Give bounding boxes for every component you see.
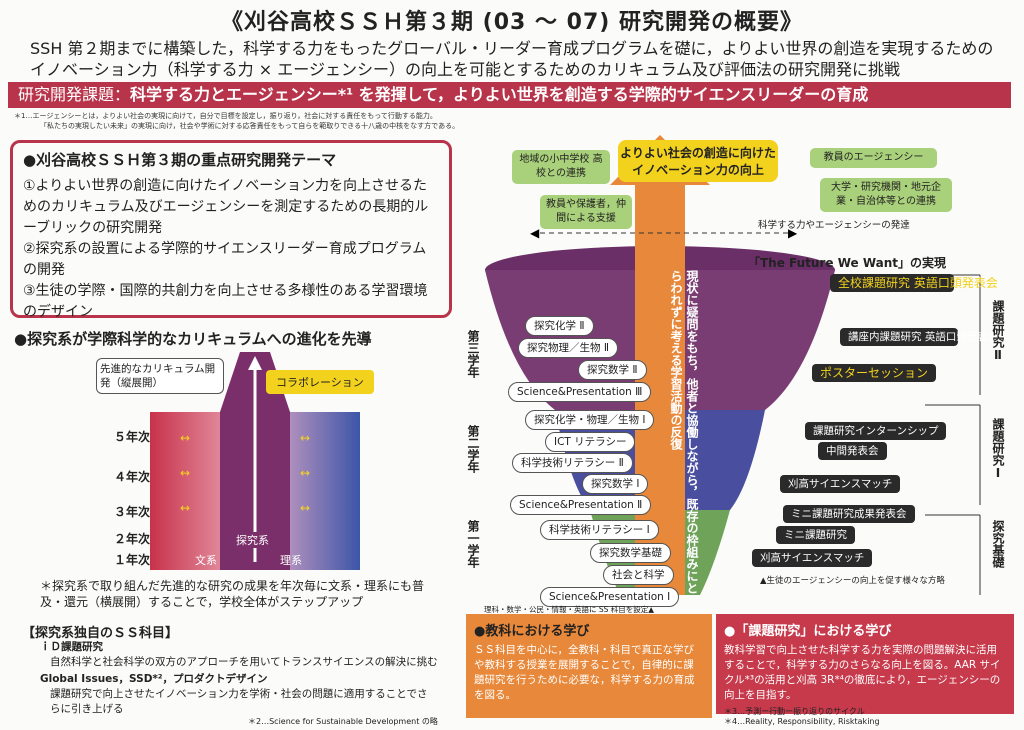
svg-text:↔: ↔ [180, 501, 190, 515]
grade3-label: 第三学年 [466, 330, 480, 378]
grade2-label: 第二学年 [466, 425, 480, 473]
future-label: 「The Future We Want」の実現 [748, 256, 947, 270]
research-footnote-3: ＊3…予測ー行動ー振り返りのサイクル [724, 707, 865, 716]
svg-text:◀: ◀ [530, 226, 540, 240]
subject-pill: 探究化学・物理／生物 Ⅰ [525, 410, 655, 430]
research-learning-box: ●「課題研究」における学び 教科学習で向上させた科学する力を実際の問題解決に活用… [716, 614, 1014, 714]
footnote-1b: 「私たちの実現したい未来」の実現に向け，社会や学術に対する応答責任をもって自らを… [40, 122, 460, 130]
stage-label-2: 課題研究Ⅱ [991, 300, 1005, 362]
research-footnote-4: ＊4…Reality, Responsibility, Risktaking [724, 717, 880, 726]
curriculum-note: ＊探究系で取り組んだ先進的な研究の成果を年次毎に文系・理系にも普及・還元（横展開… [40, 579, 425, 609]
banner-label: 研究開発課題： [18, 85, 131, 104]
label-rikei: 理系 [280, 554, 302, 567]
theme-item-3: ③生徒の学際・国際的共創力を向上させる多様性のある学習環境のデザイン [23, 283, 428, 320]
page-title: 《刈谷高校ＳＳＨ第３期 (03 ～ 07) 研究開発の概要》 [221, 10, 803, 35]
top-arrow-label: よりよい社会の創造に向けたイノベーション力の向上 [618, 140, 778, 182]
theme-item-2: ②探究系の設置による学際的サイエンスリーダー育成プログラムの開発 [23, 241, 427, 278]
theme-heading: ●刈谷高校ＳＳＨ第３期の重点研究開発テーマ [23, 151, 337, 169]
subject-pill: 探究数学 Ⅰ [582, 474, 649, 494]
subject-pill: 探究物理／生物 Ⅱ [518, 338, 619, 358]
subject-pill: 探究数学基礎 [590, 543, 671, 563]
svg-text:↔: ↔ [180, 431, 190, 445]
label-bunkei: 文系 [195, 554, 217, 567]
subjects-learning-heading: ●教科における学び [474, 624, 590, 639]
support-box-schools: 地域の小中学校 高校との連携 [512, 150, 610, 184]
subject-pill: 探究数学 Ⅱ [578, 360, 647, 380]
footnote-1: ＊1…エージェンシーとは，よりよい社会の実現に向けて，自分で目標を設定し，振り返… [14, 112, 437, 120]
caption-right: ▲生徒のエージェンシーの向上を促す様々な方略 [760, 576, 945, 586]
callout-collaboration: コラボレーション [266, 370, 374, 394]
activity-pill: 刈高サイエンスマッチ [752, 549, 873, 567]
support-box-universities: 大学・研究機関・地元企業・自治体等との連携 [820, 178, 952, 212]
svg-text:↔: ↔ [180, 466, 190, 480]
development-label: 科学する力やエージェンシーの発達 [758, 220, 910, 231]
subject-2-desc: 課題研究で向上させたイノベーション力を学術・社会の問題に適用することでさらに引き… [50, 688, 428, 715]
funnel-diagram: ◀ ▶ [485, 135, 981, 595]
subject-pill: 科学技術リテラシー Ⅱ [512, 453, 633, 473]
curriculum-diagram: ↔ ↔ ↔ ↔ ↔ ↔ [150, 352, 360, 570]
subject-2-name: Global Issues，SSD*²，プロダクトデザイン [40, 673, 268, 685]
subjects-learning-text: ＳＳ科目を中心に，全教科・科目で真正な学びや教科する授業を展開することで，自律的… [474, 644, 695, 701]
support-box-teachers: 教員や保護者，仲間による支援 [540, 195, 632, 229]
activity-pill: ミニ課題研究成果発表会 [783, 505, 915, 523]
subject-pill: Science&Presentation Ⅱ [510, 495, 652, 515]
activity-pill: ミニ課題研究 [776, 526, 855, 544]
theme-box: ●刈谷高校ＳＳＨ第３期の重点研究開発テーマ ①よりよい世界の創造に向けたイノベー… [10, 140, 452, 320]
callout-vertical: 先進的なカリキュラム開発（縦展開） [96, 358, 224, 394]
research-learning-heading: ●「課題研究」における学び [724, 624, 892, 639]
subject-pill: 科学技術リテラシー Ⅰ [540, 520, 659, 540]
subject-pill: ICT リテラシー [545, 432, 636, 452]
subject-pill: Science&Presentation Ⅲ [508, 382, 652, 402]
year-4: ４年次 [113, 470, 150, 484]
banner-text: 科学する力とエージェンシー*¹ を発揮して，よりよい世界を創造する学際的サイエン… [130, 85, 869, 104]
stage-label-basic: 探究基礎 [991, 520, 1005, 568]
subject-1-name: ｉＤ課題研究 [40, 641, 103, 653]
activity-pill: ポスターセッション [812, 364, 937, 382]
research-learning-text: 教科学習で向上させた科学する力を実際の問題解決に活用することで，科学する力のさら… [724, 644, 1001, 701]
subjects-footnote: ＊2…Science for Sustainable Development の… [248, 717, 438, 726]
svg-text:↔: ↔ [300, 431, 310, 445]
year-1: １年次 [113, 553, 150, 567]
caption-left: 理科・数学・公民・情報・英語に SS 科目を設定▲ [484, 605, 655, 614]
grade1-label: 第一学年 [466, 520, 480, 568]
svg-text:↔: ↔ [300, 466, 310, 480]
research-theme-banner: 研究開発課題：科学する力とエージェンシー*¹ を発揮して，よりよい世界を創造する… [8, 82, 1011, 108]
center-arrow-text: 現状に疑問をもち，他者と協働しながら，既存の枠組みにとらわれずに考える学習活動の… [669, 270, 699, 594]
activity-pill: 講座内課題研究 英語口頭発表会 [840, 328, 998, 346]
svg-text:↔: ↔ [300, 501, 310, 515]
curriculum-heading: ●探究系が学際科学的なカリキュラムへの進化を先導 [14, 330, 372, 348]
subject-pill: 探究化学 Ⅱ [525, 316, 594, 336]
subject-pill: Science&Presentation Ⅰ [540, 587, 680, 607]
activity-pill: 刈高サイエンスマッチ [780, 475, 901, 493]
subjects-learning-box: ●教科における学び ＳＳ科目を中心に，全教科・科目で真正な学びや教科する授業を展… [466, 614, 712, 718]
label-tankyu: 探究系 [236, 532, 269, 548]
stage-label-1: 課題研究Ⅰ [991, 418, 1005, 480]
subject-pill: 社会と科学 [603, 565, 674, 585]
intro-text: SSH 第２期までに構築した，科学する力をもったグローバル・リーダー育成プログラ… [30, 39, 994, 79]
svg-text:▶: ▶ [788, 226, 798, 240]
theme-item-1: ①よりよい世界の創造に向けたイノベーション力を向上させるためのカリキュラム及びエ… [23, 178, 429, 236]
year-2: ２年次 [113, 532, 150, 546]
activity-pill: 全校課題研究 英語口頭発表会 [830, 274, 998, 292]
year-5: ５年次 [113, 430, 150, 444]
subjects-heading: 【探究系独自のＳＳ科目】 [22, 626, 179, 641]
subject-1-desc: 自然科学と社会科学の双方のアプローチを用いてトランスサイエンスの解決に挑む [50, 656, 438, 668]
activity-pill: 中間発表会 [818, 442, 887, 460]
year-3: ３年次 [113, 505, 150, 519]
activity-pill: 課題研究インターンシップ [805, 422, 947, 440]
support-box-agency: 教員のエージェンシー [810, 148, 937, 168]
